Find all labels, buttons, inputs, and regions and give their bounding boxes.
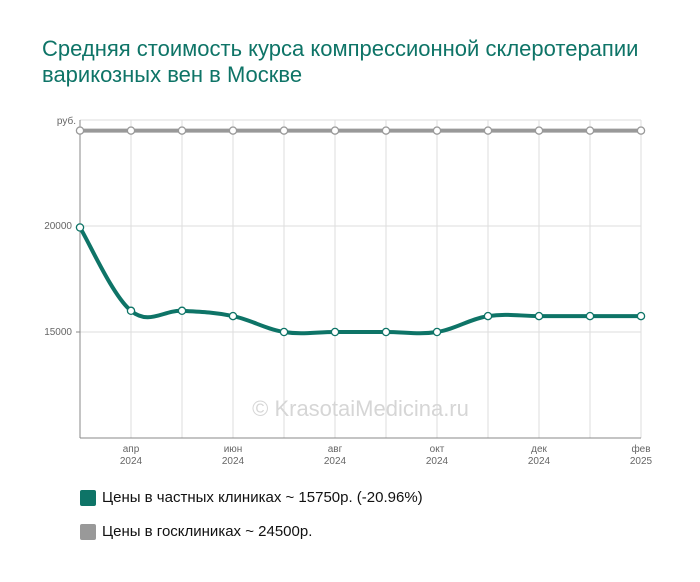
x-tick-label-year: 2024 bbox=[528, 456, 551, 467]
data-point-public bbox=[432, 126, 442, 135]
data-point-private bbox=[585, 311, 595, 321]
x-tick-label-month: окт bbox=[430, 444, 445, 455]
y-tick-label: 20000 bbox=[44, 221, 72, 232]
x-tick-label-year: 2024 bbox=[324, 456, 347, 467]
data-point-public bbox=[177, 126, 187, 135]
series-line-private bbox=[78, 225, 643, 336]
data-point-private bbox=[534, 311, 544, 321]
x-tick-label-year: 2025 bbox=[630, 456, 653, 467]
x-tick-label-year: 2024 bbox=[426, 456, 449, 467]
data-point-private bbox=[483, 311, 493, 321]
x-tick-label-year: 2024 bbox=[120, 456, 143, 467]
x-tick-label-month: дек bbox=[531, 444, 547, 455]
data-point-private bbox=[279, 327, 289, 337]
data-point-public bbox=[75, 126, 85, 135]
data-point-public bbox=[636, 126, 646, 135]
data-point-public bbox=[228, 126, 238, 135]
x-tick-label-month: авг bbox=[328, 444, 343, 455]
data-point-private bbox=[636, 311, 646, 321]
x-tick-label-month: апр bbox=[123, 444, 140, 455]
data-point-public bbox=[381, 126, 391, 135]
y-axis-unit-label: руб. bbox=[57, 115, 76, 127]
data-point-public bbox=[279, 126, 289, 135]
data-point-private bbox=[228, 311, 238, 321]
data-point-public bbox=[585, 126, 595, 135]
x-tick-label-month: июн bbox=[224, 444, 243, 455]
data-point-public bbox=[126, 126, 136, 135]
legend-swatch-public bbox=[80, 524, 96, 540]
data-point-public bbox=[330, 126, 340, 135]
x-tick-label-month: фев bbox=[631, 443, 650, 455]
data-point-private bbox=[330, 327, 340, 337]
data-point-public bbox=[534, 126, 544, 135]
legend-label-public: Цены в госклиниках ~ 24500р. bbox=[102, 523, 313, 540]
data-point-private bbox=[381, 327, 391, 337]
data-point-private bbox=[75, 223, 85, 232]
watermark: © KrasotaiMedicina.ru bbox=[252, 396, 469, 421]
chart-title: Средняя стоимость курса компрессионной с… bbox=[42, 36, 639, 87]
data-point-private bbox=[432, 327, 442, 337]
data-point-private bbox=[177, 306, 187, 316]
data-point-public bbox=[483, 126, 493, 135]
y-tick-label: 15000 bbox=[44, 327, 72, 338]
data-point-private bbox=[126, 306, 136, 316]
x-tick-label-year: 2024 bbox=[222, 456, 245, 467]
legend-label-private: Цены в частных клиниках ~ 15750р. (-20.9… bbox=[102, 489, 423, 506]
legend-swatch-private bbox=[80, 490, 96, 506]
